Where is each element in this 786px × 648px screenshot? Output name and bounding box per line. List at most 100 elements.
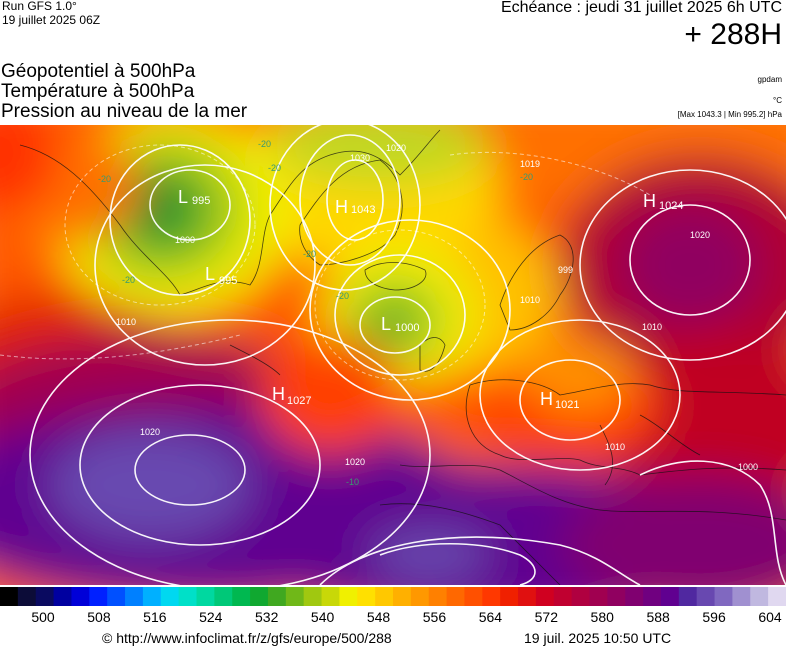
weather-map: L 995 L 995 H 1043 L 1000 H 1027 H 1021 [0,125,786,585]
colorbar-swatch [643,587,662,606]
colorbar-tick-label: 548 [366,609,391,625]
colorbar-swatch [625,587,644,606]
colorbar-tick-label: 604 [758,609,782,625]
pressure-center-letter: H [272,384,285,404]
pressure-center: L 995 [178,187,210,207]
pressure-center-letter: H [540,389,553,409]
colorbar-tick-label: 524 [199,609,223,625]
isotherm-label: -20 [520,172,533,182]
pressure-center: H 1027 [272,384,311,407]
colorbar-swatch [89,587,108,606]
pressure-center-value: 995 [192,195,210,207]
colorbar-swatch [375,587,394,606]
isotherm-label: -20 [258,139,271,149]
footer-generated-date: 19 juil. 2025 10:50 UTC [524,630,672,646]
geopotential-field [0,125,786,585]
colorbar-swatch [607,587,626,606]
isobar-label: 1030 [350,153,370,163]
layer-geopotential-title: Géopotentiel à 500hPa [1,61,196,82]
pressure-center-value: 1027 [287,395,311,407]
isobar-label: 1020 [140,427,160,437]
isobar-label: 1000 [738,462,758,472]
colorbar-swatch [250,587,269,606]
colorbar-swatch [696,587,716,606]
colorbar-swatch [339,587,358,606]
colorbar-swatch [142,587,162,606]
colorbar-tick-label: 556 [422,609,447,625]
colorbar-swatch [196,587,215,606]
colorbar-swatch [214,587,233,606]
colorbar-swatch [714,587,734,606]
isotherm-labels: -20 -20 -20 -20 -20 -20 -20 -10 [98,139,533,487]
pressure-center-value: 1024 [659,200,683,212]
colorbar-swatch [321,587,341,606]
colorbar-labels: 500 508 516 524 532 540 548 556 564 572 … [0,609,786,627]
pressure-center-letter: H [335,197,348,217]
pressure-center: H 1043 [335,197,375,217]
colorbar-tick-label: 532 [255,609,279,625]
footer-url: © http://www.infoclimat.fr/z/gfs/europe/… [102,630,392,646]
colorbar [0,587,786,606]
colorbar-swatch [750,587,769,606]
pressure-center-value: 1000 [395,322,419,334]
colorbar-swatch [768,587,786,606]
pressure-center: H 1021 [540,389,579,411]
colorbar-swatch [35,587,55,606]
isotherm-label: -20 [98,174,111,184]
colorbar-swatch [482,587,501,606]
isobar-label: 1010 [642,322,662,332]
colorbar-swatch [589,587,608,606]
isobar-label: 1010 [116,317,136,327]
colorbar-swatch [446,587,466,606]
run-title: Run GFS 1.0° [2,0,77,13]
isotherms [0,144,651,381]
colorbar-swatch [410,587,430,606]
colorbar-swatch [107,587,126,606]
isobars [29,125,786,585]
colorbar-swatch [464,587,483,606]
isobar-label: 1019 [520,159,540,169]
pressure-center-value: 995 [219,275,237,287]
colorbar-swatch [678,587,698,606]
run-date: 19 juillet 2025 06Z [2,13,101,27]
pressure-center-value: 1043 [351,204,375,216]
colorbar-tick-label: 596 [702,609,726,625]
isobar-label: 1010 [605,442,625,452]
colorbar-swatch [303,587,323,606]
colorbar-swatch [232,587,251,606]
pressure-center-letter: L [205,264,215,284]
colorbar-tick-label: 588 [646,609,670,625]
pressure-center-value: 1021 [555,399,579,411]
unit-temperature: °C [773,96,782,105]
colorbar-tick-label: 500 [31,609,55,625]
layer-pressure-title: Pression au niveau de la mer [1,101,248,122]
isobar-label: 1020 [690,230,710,240]
isobar-label: 1020 [345,457,365,467]
pressure-range: [Max 1043.3 | Min 995.2] hPa [677,110,782,119]
pressure-centers: L 995 L 995 H 1043 L 1000 H 1027 H 1021 [178,187,683,411]
colorbar-tick-label: 580 [590,609,614,625]
isobar-label: 1020 [386,143,406,153]
colorbar-swatch [267,587,287,606]
isotherm-label: -20 [336,291,349,301]
isobar-label: 999 [558,265,573,275]
colorbar-swatch [428,587,448,606]
isobar-label: 1000 [175,235,195,245]
colorbar-swatch [125,587,144,606]
colorbar-tick-label: 516 [143,609,167,625]
colorbar-swatch [553,587,573,606]
pressure-center: L 995 [205,264,237,287]
colorbar-swatch [285,587,305,606]
colorbar-swatch [71,587,90,606]
pressure-center: H 1024 [643,191,683,212]
colorbar-swatch [160,587,180,606]
isobar-label: 1010 [520,295,540,305]
isotherm-label: -20 [268,163,281,173]
colorbar-tick-label: 540 [310,609,335,625]
colorbar-swatch [17,587,37,606]
isotherm-label: -20 [303,249,316,259]
colorbar-tick-label: 564 [478,609,503,625]
colorbar-tick-label: 572 [534,609,558,625]
isotherm-label: -20 [122,275,135,285]
colorbar-swatch [53,587,73,606]
